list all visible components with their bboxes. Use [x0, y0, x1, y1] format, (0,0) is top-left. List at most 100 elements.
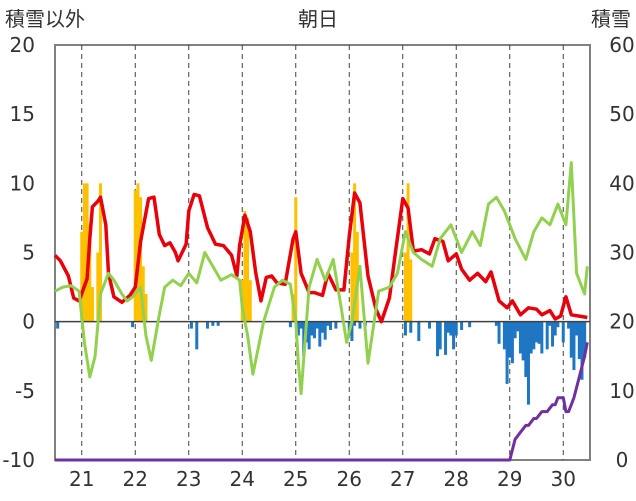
bar	[189, 321, 193, 329]
bar	[358, 321, 362, 329]
x-tick-label: 23	[176, 467, 201, 491]
bar	[449, 321, 453, 336]
bar	[537, 321, 541, 344]
y-left-tick-label: 5	[22, 241, 35, 265]
bar	[460, 321, 464, 330]
bar	[545, 321, 549, 350]
bar	[195, 321, 199, 350]
bar	[468, 321, 472, 328]
bar	[90, 287, 94, 322]
bar	[508, 321, 512, 358]
bar	[403, 252, 407, 322]
bar	[567, 321, 571, 329]
bar	[326, 321, 330, 326]
bar	[438, 321, 442, 350]
lines-layer	[53, 161, 589, 462]
bar	[452, 321, 456, 350]
series-line	[54, 161, 589, 396]
bar	[529, 321, 533, 354]
x-tick-label: 29	[497, 467, 522, 491]
y-left-tick-label: 15	[10, 102, 35, 126]
y-right-tick-label: 0	[616, 448, 629, 472]
y-left-tick-label: -5	[15, 379, 35, 403]
bar	[569, 321, 573, 358]
bar	[294, 197, 298, 322]
bar	[296, 321, 300, 336]
bar	[321, 321, 324, 333]
bar	[583, 321, 587, 358]
left-axis-label: 積雪以外	[5, 7, 85, 31]
bar	[521, 321, 525, 361]
y-right-tick-label: 30	[609, 241, 634, 265]
x-tick-label: 26	[337, 467, 362, 491]
bar	[246, 217, 250, 322]
bar	[350, 252, 354, 322]
bar	[575, 321, 579, 336]
chart-title: 朝日	[298, 7, 338, 31]
bar	[540, 321, 544, 354]
bar	[580, 321, 584, 380]
bar	[88, 224, 92, 322]
bar	[323, 321, 327, 340]
bar	[505, 321, 509, 384]
bar	[307, 321, 311, 350]
x-tick-label: 22	[123, 467, 148, 491]
y-right-tick-label: 50	[609, 102, 634, 126]
bar	[211, 321, 215, 326]
bar	[80, 231, 84, 322]
bar	[436, 321, 440, 357]
bar	[406, 183, 410, 322]
series-line	[55, 342, 589, 462]
bar	[494, 321, 498, 326]
bar	[409, 321, 413, 333]
bar	[82, 183, 86, 322]
x-tick-label: 30	[551, 467, 576, 491]
bar	[318, 321, 322, 347]
series-line	[53, 191, 588, 324]
bar	[131, 321, 135, 328]
bar	[350, 321, 354, 342]
bar	[497, 321, 501, 344]
bar	[139, 197, 143, 322]
bar	[205, 321, 209, 329]
bar	[353, 183, 357, 322]
bar	[56, 321, 60, 329]
y-right-tick-label: 20	[609, 310, 634, 334]
y-right-tick-label: 10	[609, 379, 634, 403]
bar	[403, 321, 407, 336]
y-right-tick-label: 60	[609, 33, 634, 57]
bar	[548, 321, 552, 326]
bar	[96, 252, 100, 322]
bar	[532, 321, 536, 350]
bar	[510, 321, 514, 364]
bar	[299, 321, 303, 329]
bar	[312, 321, 316, 339]
y-left-tick-label: 20	[10, 33, 35, 57]
bar	[444, 321, 448, 355]
x-tick-label: 24	[230, 467, 255, 491]
bar	[417, 321, 421, 342]
bar	[428, 321, 431, 329]
bar	[561, 321, 565, 343]
bar	[288, 321, 292, 328]
bar	[551, 321, 555, 347]
tick-labels: 21 22 23 24 25 26 27 28 29 30 -10 -5 0 5 10 15 20 0 10 20 30…	[2, 33, 634, 491]
bar	[310, 321, 314, 336]
bar	[553, 321, 557, 336]
bar	[513, 321, 517, 339]
bar	[144, 294, 148, 322]
bar	[216, 321, 220, 326]
bar	[577, 321, 581, 360]
x-tick-label: 21	[69, 467, 94, 491]
bar	[329, 321, 333, 330]
bar	[98, 183, 102, 322]
bar	[454, 321, 458, 336]
bar	[248, 280, 252, 322]
y-left-tick-label: -10	[2, 448, 35, 472]
y-left-tick-label: 0	[22, 310, 35, 334]
bar	[446, 321, 450, 333]
bar	[409, 259, 413, 322]
bar	[516, 321, 520, 332]
bar	[133, 190, 137, 322]
